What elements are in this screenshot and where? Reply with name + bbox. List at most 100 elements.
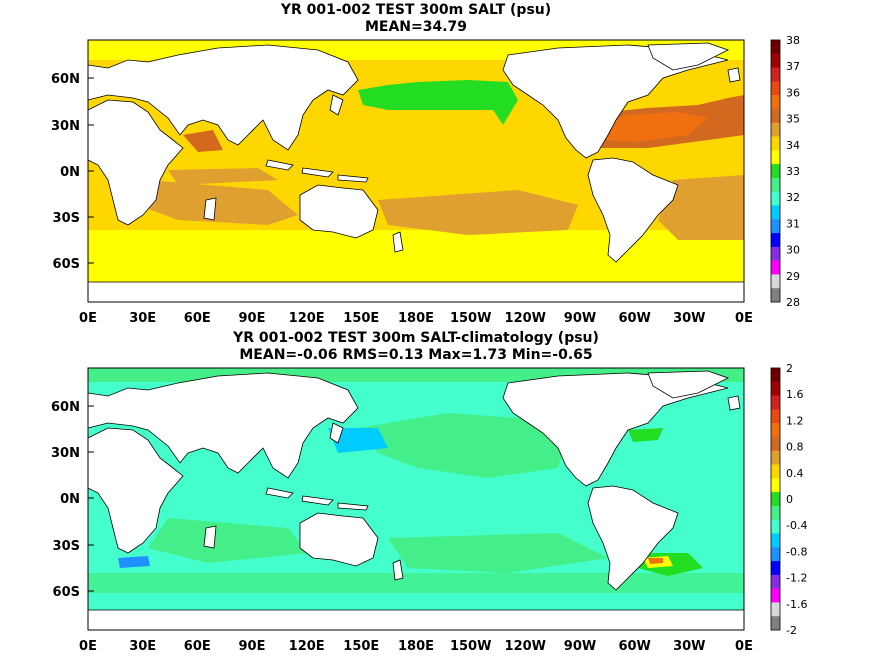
panel2-kuroshio-blue — [328, 428, 388, 453]
panel1-npacific-green — [358, 80, 518, 125]
panel1-lat-30s: 30S — [53, 211, 80, 226]
panel1-colorbar-swatch — [771, 122, 780, 137]
panel2-colorbar-swatch — [771, 368, 780, 383]
panel2-lon-90w: 90W — [564, 639, 596, 654]
panel2-colorbar-swatch — [771, 574, 780, 589]
panel1-colorbar-swatch — [771, 67, 780, 82]
panel1-colorbar-swatch — [771, 81, 780, 96]
panel1-lon-0e: 0E — [79, 311, 97, 326]
panel1-colorbar-label: 33 — [786, 165, 800, 178]
panel2-lon-30e: 30E — [129, 639, 156, 654]
panel2-colorbar-label: 2 — [786, 362, 793, 375]
panel2-colorbar-label: 0 — [786, 493, 793, 506]
panel2-colorbar-swatch — [771, 409, 780, 424]
panel2-colorbar-swatch — [771, 464, 780, 479]
panel2-lon-30w: 30W — [673, 639, 705, 654]
panel2-lon-120e: 120E — [289, 639, 325, 654]
panel1-lon-axis: 0E 30E 60E 90E 120E 150E 180E 150W 120W … — [79, 311, 753, 326]
panel1-spacific-orange — [378, 190, 578, 235]
panel2-colorbar-swatch — [771, 547, 780, 562]
panel1-southern-yellow — [88, 230, 744, 282]
panel2-title: YR 001-002 TEST 300m SALT-climatology (p… — [233, 330, 599, 346]
panel2-colorbar-swatch — [771, 533, 780, 548]
panel1-satlantic-orange — [658, 175, 744, 240]
panel2-colorbar-swatch — [771, 423, 780, 438]
panel2-colorbar-label: -0.4 — [786, 519, 807, 532]
panel1-colorbar-label: 28 — [786, 296, 800, 309]
panel2-colorbar-label: 1.6 — [786, 388, 804, 401]
panel1-lon-90w: 90W — [564, 311, 596, 326]
panel2-lon-180e: 180E — [398, 639, 434, 654]
panel1-lon-60w: 60W — [618, 311, 650, 326]
panel2-lon-60w: 60W — [618, 639, 650, 654]
panel1-colorbar-swatch — [771, 233, 780, 248]
panel1-natlantic-core — [593, 112, 708, 142]
panel2-colorbar-swatch — [771, 561, 780, 576]
panel1-colorbar-swatch — [771, 288, 780, 303]
panel2-colorbar-border — [770, 367, 781, 631]
panel1-colorbar-label: 31 — [786, 217, 800, 230]
panel2-lon-150e: 150E — [343, 639, 379, 654]
panel2-lon-120w: 120W — [505, 639, 546, 654]
panel1-colorbar-swatch — [771, 108, 780, 124]
panel1-arabian-sea — [183, 130, 223, 152]
panel1-map: 60N 30N 0N 30S 60S 0E 30E 60E 90E 120E 1… — [51, 34, 800, 326]
panel2-lat-60s: 60S — [53, 585, 80, 600]
panel1-colorbar-label: 36 — [786, 86, 800, 99]
panel1-colorbar-swatch — [771, 136, 780, 151]
panel1-colorbar-swatch — [771, 164, 780, 179]
panel2-malvinas-orange — [648, 558, 663, 564]
panel1-colorbar-swatch — [771, 177, 780, 192]
panel1-lon-0e-end: 0E — [735, 311, 753, 326]
panel1-colorbar-label: 37 — [786, 60, 800, 73]
panel1-lon-150w: 150W — [450, 311, 491, 326]
panel1-colorbar-swatch — [771, 246, 780, 261]
panel2-colorbar-swatch — [771, 492, 780, 507]
panel1-indian-orange-2 — [168, 168, 278, 185]
panel1-colorbar: 38 37 36 35 34 33 32 31 30 29 28 — [770, 34, 800, 309]
panel1-colorbar-label: 35 — [786, 113, 800, 126]
panel2-lat-axis: 60N 30N 0N 30S 60S — [51, 400, 94, 600]
panel1-colorbar-swatch — [771, 95, 780, 110]
panel2-frame — [87, 367, 745, 631]
panel1-colorbar-swatch — [771, 219, 780, 234]
panel2-lon-axis: 0E 30E 60E 90E 120E 150E 180E 150W 120W … — [79, 639, 753, 654]
panel1-lon-180e: 180E — [398, 311, 434, 326]
panel1-colorbar-label: 32 — [786, 191, 800, 204]
panel1-lat-axis: 60N 30N 0N 30S 60S — [51, 72, 94, 272]
panel2-lon-90e: 90E — [239, 639, 266, 654]
panel2-colorbar-swatch — [771, 602, 780, 617]
panel2-lon-0e: 0E — [79, 639, 97, 654]
panel2-lat-0n: 0N — [60, 492, 80, 507]
panel1-lat-30n: 30N — [51, 119, 80, 134]
panel2-colorbar-swatch — [771, 505, 780, 520]
panel2-subtitle: MEAN=-0.06 RMS=0.13 Max=1.73 Min=-0.65 — [239, 347, 593, 363]
panel2-lat-30s: 30S — [53, 539, 80, 554]
panel2-colorbar-label: 0.8 — [786, 441, 804, 454]
panel1-lon-120e: 120E — [289, 311, 325, 326]
panel2-colorbar-swatch — [771, 478, 780, 493]
panel1-colorbar-swatch — [771, 205, 780, 220]
panel2-colorbar-swatch — [771, 588, 780, 603]
panel2-lon-0e-end: 0E — [735, 639, 753, 654]
panel1-indian-orange — [138, 180, 298, 225]
panel1-fields — [87, 40, 745, 303]
panel2-colorbar-swatch — [771, 519, 780, 534]
panel2-lat-30n: 30N — [51, 446, 80, 461]
panel1-lon-30w: 30W — [673, 311, 705, 326]
panel1-lon-150e: 150E — [343, 311, 379, 326]
panel1-colorbar-swatch — [771, 53, 780, 68]
panel2-colorbar-label: 0.4 — [786, 467, 804, 480]
panel1-colorbar-label: 30 — [786, 244, 800, 257]
panel2-lon-60e: 60E — [184, 639, 211, 654]
panel2-colorbar-label: -1.6 — [786, 598, 807, 611]
panel2-southern-green — [88, 573, 744, 593]
panel1-colorbar-label: 34 — [786, 139, 800, 152]
panel1-lat-60n: 60N — [51, 72, 80, 87]
panel1-colorbar-label: 29 — [786, 270, 800, 283]
panel1-lat-60s: 60S — [53, 257, 80, 272]
panel2-colorbar: 2 1.6 1.2 0.8 0.4 0 -0.4 -0.8 -1.2 -1.6 -2 — [770, 362, 807, 637]
panel2-fields — [87, 368, 745, 631]
panel1-colorbar-swatch — [771, 40, 780, 55]
